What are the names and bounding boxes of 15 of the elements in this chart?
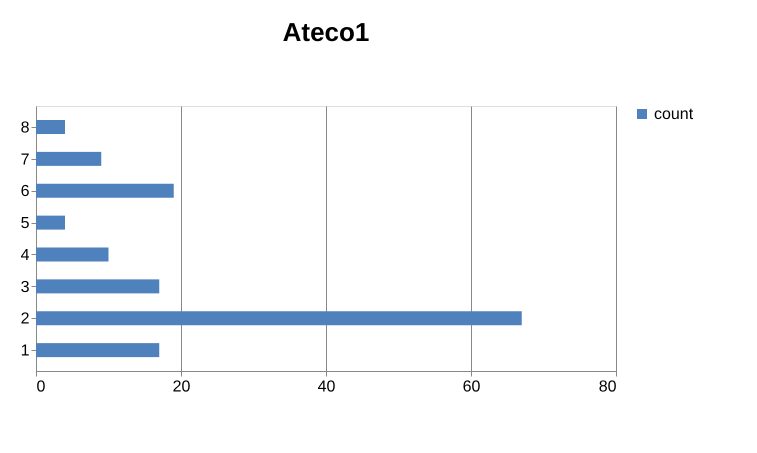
y-tick-label: 8 bbox=[20, 119, 30, 136]
x-tick-label: 80 bbox=[598, 378, 617, 396]
x-tick-label: 0 bbox=[36, 378, 46, 396]
y-tick-label: 3 bbox=[20, 278, 30, 296]
x-tick-label: 20 bbox=[172, 378, 190, 396]
chart-title: Ateco1 bbox=[282, 17, 370, 47]
y-tick-label: 5 bbox=[20, 215, 30, 232]
x-tick-label: 40 bbox=[318, 378, 336, 396]
y-tick-label: 7 bbox=[20, 151, 30, 168]
y-tick-label: 4 bbox=[20, 246, 30, 264]
x-tick-label: 60 bbox=[462, 378, 480, 396]
y-tick-label: 1 bbox=[20, 342, 30, 360]
y-tick-label: 6 bbox=[20, 183, 30, 200]
legend-label: count bbox=[654, 106, 694, 123]
y-tick-label: 2 bbox=[20, 310, 30, 328]
